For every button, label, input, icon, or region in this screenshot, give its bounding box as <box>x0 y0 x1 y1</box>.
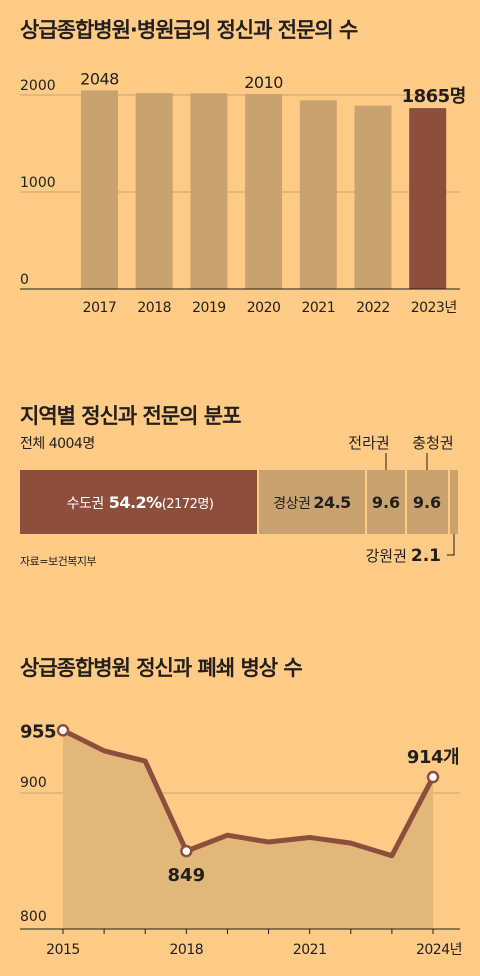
point-marker <box>56 724 70 737</box>
data-label: 2010 <box>244 73 283 92</box>
x-tick-label: 2023년 <box>411 300 457 316</box>
label-chung-name: 충청권 <box>412 434 453 452</box>
bar <box>245 94 283 289</box>
point-marker <box>426 770 440 784</box>
bar <box>409 108 447 289</box>
chart2-title: 지역별 정신과 전문의 분포 <box>20 404 241 428</box>
x-tick-label: 2020 <box>247 300 281 316</box>
y-tick-label: 0 <box>20 272 29 288</box>
label-gyeong-name: 경상권 <box>273 496 310 512</box>
data-label: 1865명 <box>402 86 466 107</box>
label-chung-val: 9.6 <box>413 493 441 512</box>
chart1-svg: 0 1000 2000 2017 2048 2018 2019 2020 2010 2021 202… <box>20 69 466 316</box>
segment-chung <box>407 470 448 534</box>
bar <box>190 93 228 289</box>
data-label-first: 955 <box>20 721 56 742</box>
data-label: 2048 <box>80 69 119 88</box>
x-tick-label: 2019 <box>192 300 226 316</box>
label-gyeong-val: 24.5 <box>313 493 351 512</box>
label-gyeong: 경상권 24.5 <box>273 493 351 512</box>
x-tick-label: 2024년 <box>416 942 462 958</box>
x-tick-label: 2015 <box>46 942 80 958</box>
segment-sudo <box>20 470 257 534</box>
x-tick-label: 2018 <box>137 300 171 316</box>
bar <box>135 93 173 289</box>
chart2-svg: 수도권 54.2%(2172명) 경상권 24.5 9.6 9.6 전라권 충청권 … <box>20 434 458 566</box>
segment-jeolla <box>367 470 405 534</box>
point-marker <box>180 844 193 858</box>
x-tick-label: 2021 <box>301 300 335 316</box>
y-tick-label: 2000 <box>20 78 56 94</box>
data-label-last: 914개 <box>407 747 459 768</box>
y-tick-label: 900 <box>20 775 47 791</box>
label-sudo: 수도권 54.2%(2172명) <box>67 493 214 512</box>
x-tick-label: 2022 <box>356 300 390 316</box>
x-tick-label: 2018 <box>170 942 204 958</box>
x-tick-label: 2017 <box>83 300 117 316</box>
segment-gyeong <box>259 470 365 534</box>
chart1-title: 상급종합병원·병원급의 정신과 전문의 수 <box>20 18 358 42</box>
bar <box>299 100 337 290</box>
chart3-title: 상급종합병원 정신과 폐쇄 병상 수 <box>20 656 303 680</box>
label-sudo-pct: 54.2% <box>109 493 162 512</box>
chart2-subtitle: 전체 4004명 <box>20 436 95 452</box>
bar <box>354 105 392 289</box>
label-gang: 강원권 2.1 <box>365 546 441 566</box>
series-line <box>61 728 436 859</box>
label-gang-val: 2.1 <box>411 546 441 566</box>
chart3-svg: 900 800 955 849 914개 2015 2018 2021 2024년 <box>20 721 463 958</box>
segment-gang <box>450 470 458 534</box>
data-label-min: 849 <box>168 865 206 886</box>
label-jeolla-val: 9.6 <box>372 493 400 512</box>
label-sudo-name: 수도권 <box>67 496 104 512</box>
label-jeolla-name: 전라권 <box>348 434 389 452</box>
label-sudo-count: (2172명) <box>162 497 214 512</box>
y-tick-label: 1000 <box>20 175 56 191</box>
x-tick-label: 2021 <box>293 942 327 958</box>
area-fill <box>63 730 433 929</box>
y-tick-label: 800 <box>20 909 47 925</box>
source-note: 자료=보건복지부 <box>20 555 97 568</box>
bar <box>81 90 118 290</box>
leader-gang <box>447 534 455 556</box>
label-gang-name: 강원권 <box>365 547 406 565</box>
